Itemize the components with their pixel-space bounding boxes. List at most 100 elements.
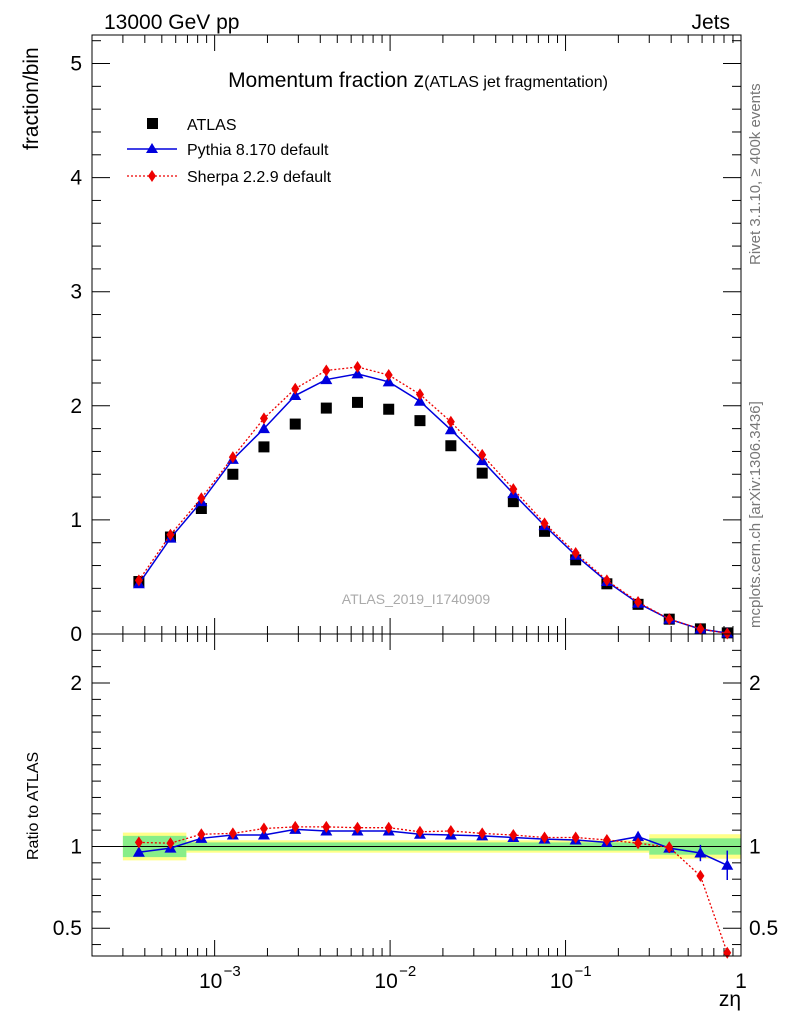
point-sherpa-main <box>509 483 518 496</box>
point-atlas-main <box>320 402 332 414</box>
point-atlas-main <box>289 418 301 430</box>
x-tick-label: 10 <box>550 970 573 993</box>
ratio-y-tick-label: 2 <box>70 672 82 695</box>
series-sherpa-main-line <box>138 366 728 635</box>
point-sherpa-ratio <box>415 825 424 838</box>
series-sherpa <box>134 361 732 959</box>
point-sherpa-ratio <box>291 820 300 833</box>
point-sherpa-main <box>723 627 732 640</box>
x-tick-label-exponent: −2 <box>399 963 416 980</box>
point-sherpa-main <box>353 361 362 374</box>
main-y-tick-label: 3 <box>70 281 82 304</box>
header-process-label: Jets <box>691 11 730 34</box>
main-y-tick-label: 2 <box>70 395 82 418</box>
point-sherpa-main <box>478 448 487 461</box>
point-sherpa-ratio <box>634 837 643 850</box>
point-atlas-main <box>445 440 457 452</box>
point-sherpa-main <box>540 517 549 530</box>
point-atlas-main <box>539 525 551 537</box>
point-atlas-main <box>383 403 395 415</box>
main-y-axis-label: fraction/bin <box>20 47 43 150</box>
point-sherpa-ratio <box>696 869 705 882</box>
point-sherpa-main <box>291 382 300 395</box>
chart-title-note: (ATLAS jet fragmentation) <box>424 74 608 91</box>
series-pythia <box>132 367 734 880</box>
legend-entry-atlas: ATLAS <box>147 117 237 134</box>
point-atlas-main <box>227 468 239 480</box>
point-pythia-main <box>351 367 364 379</box>
main-y-tick-label: 4 <box>70 167 82 190</box>
point-sherpa-ratio <box>353 821 362 834</box>
ratio-y-tick-label-right: 0.5 <box>749 917 778 940</box>
point-pythia-main <box>413 395 426 406</box>
main-y-tick-label: 0 <box>70 623 82 646</box>
ratio-y-axis-label: Ratio to ATLAS <box>25 752 42 860</box>
point-atlas-main <box>195 502 207 514</box>
point-sherpa-main <box>571 546 580 559</box>
mcplots-credit-label: mcplots.cern.ch [arXiv:1306.3436] <box>747 401 764 628</box>
legend: ATLAS Pythia 8.170 default Sherpa 2.2.9 … <box>127 117 332 186</box>
point-sherpa-ratio <box>384 821 393 834</box>
x-tick-label: 10 <box>199 970 222 993</box>
rivet-version-label: Rivet 3.1.10, ≥ 400k events <box>747 83 764 265</box>
legend-entry-sherpa: Sherpa 2.2.9 default <box>127 169 332 186</box>
point-sherpa-main <box>415 388 424 401</box>
point-sherpa-ratio <box>166 837 175 850</box>
header-energy-label: 13000 GeV pp <box>104 11 239 34</box>
point-sherpa-ratio <box>228 827 237 840</box>
point-sherpa-main <box>602 574 611 587</box>
point-sherpa-main <box>259 412 268 425</box>
point-sherpa-main <box>166 528 175 541</box>
legend-pythia-label: Pythia 8.170 default <box>187 142 329 159</box>
point-pythia-main <box>257 422 270 434</box>
point-sherpa-ratio <box>134 836 143 849</box>
data-series <box>132 361 734 959</box>
point-atlas-main <box>258 441 270 453</box>
point-pythia-ratio <box>694 847 707 858</box>
ratio-y-tick-label-right: 1 <box>749 835 761 858</box>
point-atlas-main <box>352 396 364 408</box>
series-pythia-main-line <box>138 373 728 634</box>
legend-sherpa-label: Sherpa 2.2.9 default <box>187 169 332 186</box>
point-sherpa-ratio <box>540 831 549 844</box>
point-atlas-main <box>570 554 582 566</box>
point-atlas-main <box>414 415 426 427</box>
point-pythia-ratio <box>721 859 734 870</box>
legend-atlas-marker <box>147 118 158 129</box>
point-sherpa-main <box>665 613 674 626</box>
ratio-y-tick-label: 0.5 <box>53 917 82 940</box>
point-sherpa-ratio <box>509 829 518 842</box>
x-axis-label: zη <box>719 988 741 1011</box>
point-pythia-main <box>444 423 457 435</box>
point-sherpa-ratio <box>571 831 580 844</box>
chart-title: Momentum fraction z(ATLAS jet fragmentat… <box>228 69 608 92</box>
series-pythia-ratio-line <box>138 828 728 866</box>
point-pythia-main <box>382 375 395 387</box>
point-sherpa-main <box>228 451 237 464</box>
legend-sherpa-marker <box>148 170 156 182</box>
point-sherpa-ratio <box>665 841 674 854</box>
ratio-panel-frame <box>91 633 742 957</box>
point-sherpa-ratio <box>322 820 331 833</box>
point-sherpa-main <box>634 596 643 609</box>
point-sherpa-main <box>446 415 455 428</box>
point-atlas-main <box>507 496 519 508</box>
point-sherpa-main <box>134 574 143 587</box>
point-pythia-ratio <box>632 830 645 842</box>
point-sherpa-main <box>384 369 393 382</box>
analysis-label: ATLAS_2019_I1740909 <box>342 591 491 607</box>
point-sherpa-ratio <box>446 824 455 837</box>
point-sherpa-ratio <box>197 828 206 841</box>
series-sherpa-ratio-line <box>138 826 728 953</box>
chart-title-main: Momentum fraction z <box>228 69 424 92</box>
ratio-y-tick-label-right: 2 <box>749 672 761 695</box>
x-tick-label: 1 <box>735 970 747 993</box>
point-sherpa-ratio <box>259 822 268 835</box>
x-tick-label: 10 <box>374 970 397 993</box>
point-pythia-main <box>289 389 302 401</box>
point-sherpa-main <box>322 364 331 377</box>
point-sherpa-main <box>197 492 206 505</box>
